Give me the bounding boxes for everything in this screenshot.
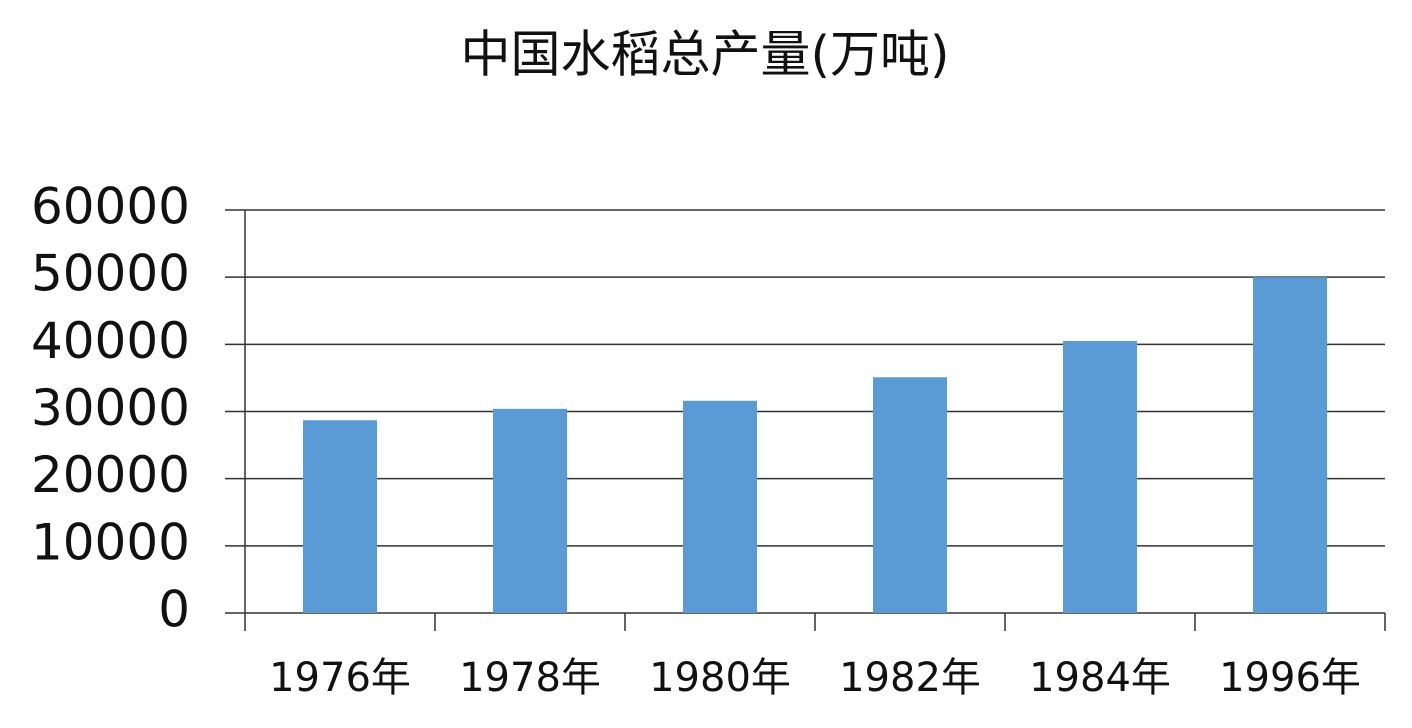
x-tick-label: 1982年	[839, 655, 981, 701]
bar	[683, 400, 757, 613]
x-tick-label: 1980年	[649, 655, 791, 701]
bar	[493, 408, 567, 613]
bar	[873, 377, 947, 613]
bar	[1253, 277, 1327, 613]
x-tick-label: 1996年	[1219, 655, 1361, 701]
y-tick-label: 0	[158, 581, 190, 639]
y-tick-label: 30000	[31, 379, 190, 437]
chart-title: 中国水稻总产量(万吨)	[460, 26, 949, 84]
y-tick-label: 60000	[31, 178, 190, 236]
bar	[303, 420, 377, 613]
y-tick-label: 50000	[31, 245, 190, 303]
x-tick-label: 1984年	[1029, 655, 1171, 701]
bar	[1063, 340, 1137, 613]
x-tick-label: 1976年	[269, 655, 411, 701]
y-tick-label: 40000	[31, 312, 190, 370]
y-tick-label: 10000	[31, 513, 190, 571]
y-tick-label: 20000	[31, 446, 190, 504]
x-tick-label: 1978年	[459, 655, 601, 701]
